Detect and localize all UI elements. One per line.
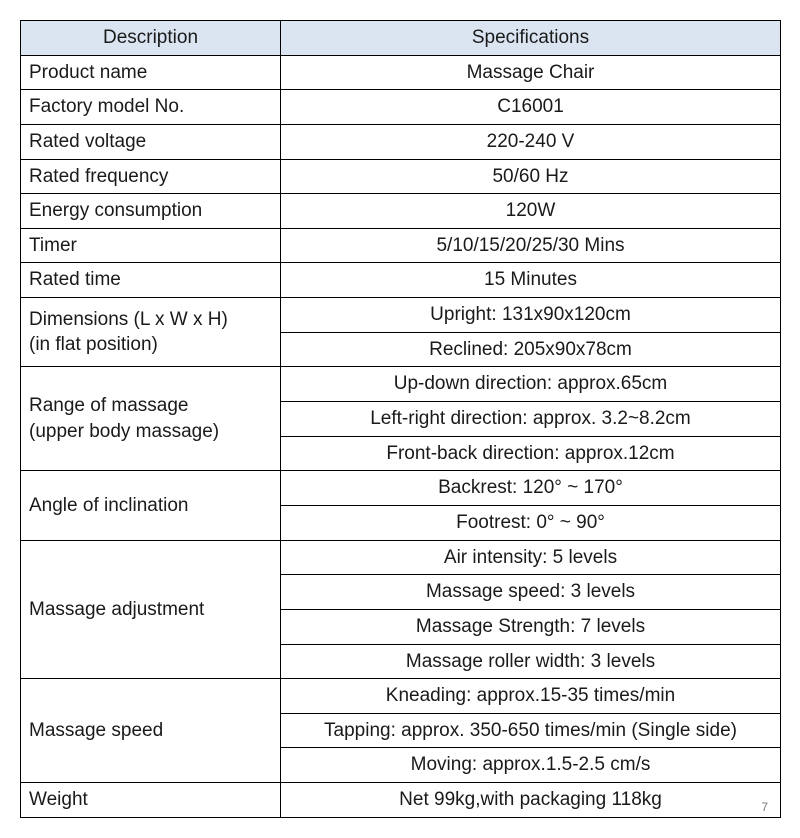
table-row: Timer5/10/15/20/25/30 Mins xyxy=(21,228,781,263)
specification-cell: 120W xyxy=(281,194,781,229)
specification-cell: 50/60 Hz xyxy=(281,159,781,194)
table-row: Range of massage (upper body massage)Up-… xyxy=(21,367,781,402)
specification-cell: 15 Minutes xyxy=(281,263,781,298)
specification-cell: C16001 xyxy=(281,90,781,125)
table-row: Rated voltage220-240 V xyxy=(21,124,781,159)
description-cell: Weight xyxy=(21,783,281,818)
header-description: Description xyxy=(21,21,281,56)
specification-cell: Net 99kg,with packaging 118kg7 xyxy=(281,783,781,818)
specification-cell: 220-240 V xyxy=(281,124,781,159)
specification-cell: Footrest: 0° ~ 90° xyxy=(281,505,781,540)
table-row: Massage adjustmentAir intensity: 5 level… xyxy=(21,540,781,575)
description-cell: Factory model No. xyxy=(21,90,281,125)
specification-cell: Massage Strength: 7 levels xyxy=(281,609,781,644)
table-row: Factory model No.C16001 xyxy=(21,90,781,125)
description-cell: Rated frequency xyxy=(21,159,281,194)
specification-cell: Tapping: approx. 350-650 times/min (Sing… xyxy=(281,713,781,748)
table-header-row: Description Specifications xyxy=(21,21,781,56)
table-row: Dimensions (L x W x H) (in flat position… xyxy=(21,298,781,333)
specification-cell: Massage Chair xyxy=(281,55,781,90)
description-cell: Range of massage (upper body massage) xyxy=(21,367,281,471)
table-row: WeightNet 99kg,with packaging 118kg7 xyxy=(21,783,781,818)
description-cell: Energy consumption xyxy=(21,194,281,229)
specification-cell: Up-down direction: approx.65cm xyxy=(281,367,781,402)
specification-cell: Front-back direction: approx.12cm xyxy=(281,436,781,471)
description-cell: Dimensions (L x W x H) (in flat position… xyxy=(21,298,281,367)
description-cell: Massage speed xyxy=(21,679,281,783)
specification-cell: Left-right direction: approx. 3.2~8.2cm xyxy=(281,402,781,437)
specification-cell: Reclined: 205x90x78cm xyxy=(281,332,781,367)
specification-cell: Massage speed: 3 levels xyxy=(281,575,781,610)
table-row: Rated time15 Minutes xyxy=(21,263,781,298)
description-cell: Massage adjustment xyxy=(21,540,281,679)
specification-cell: 5/10/15/20/25/30 Mins xyxy=(281,228,781,263)
specifications-table: Description Specifications Product nameM… xyxy=(20,20,781,818)
table-row: Massage speedKneading: approx.15-35 time… xyxy=(21,679,781,714)
specification-cell: Massage roller width: 3 levels xyxy=(281,644,781,679)
description-cell: Angle of inclination xyxy=(21,471,281,540)
description-cell: Product name xyxy=(21,55,281,90)
description-cell: Rated voltage xyxy=(21,124,281,159)
description-cell: Timer xyxy=(21,228,281,263)
description-cell: Rated time xyxy=(21,263,281,298)
table-row: Rated frequency50/60 Hz xyxy=(21,159,781,194)
header-specifications: Specifications xyxy=(281,21,781,56)
specification-cell: Backrest: 120° ~ 170° xyxy=(281,471,781,506)
specification-cell: Upright: 131x90x120cm xyxy=(281,298,781,333)
specification-cell: Air intensity: 5 levels xyxy=(281,540,781,575)
page-number: 7 xyxy=(761,799,768,815)
table-row: Angle of inclinationBackrest: 120° ~ 170… xyxy=(21,471,781,506)
specification-cell: Moving: approx.1.5-2.5 cm/s xyxy=(281,748,781,783)
table-row: Product nameMassage Chair xyxy=(21,55,781,90)
table-row: Energy consumption120W xyxy=(21,194,781,229)
specification-cell: Kneading: approx.15-35 times/min xyxy=(281,679,781,714)
